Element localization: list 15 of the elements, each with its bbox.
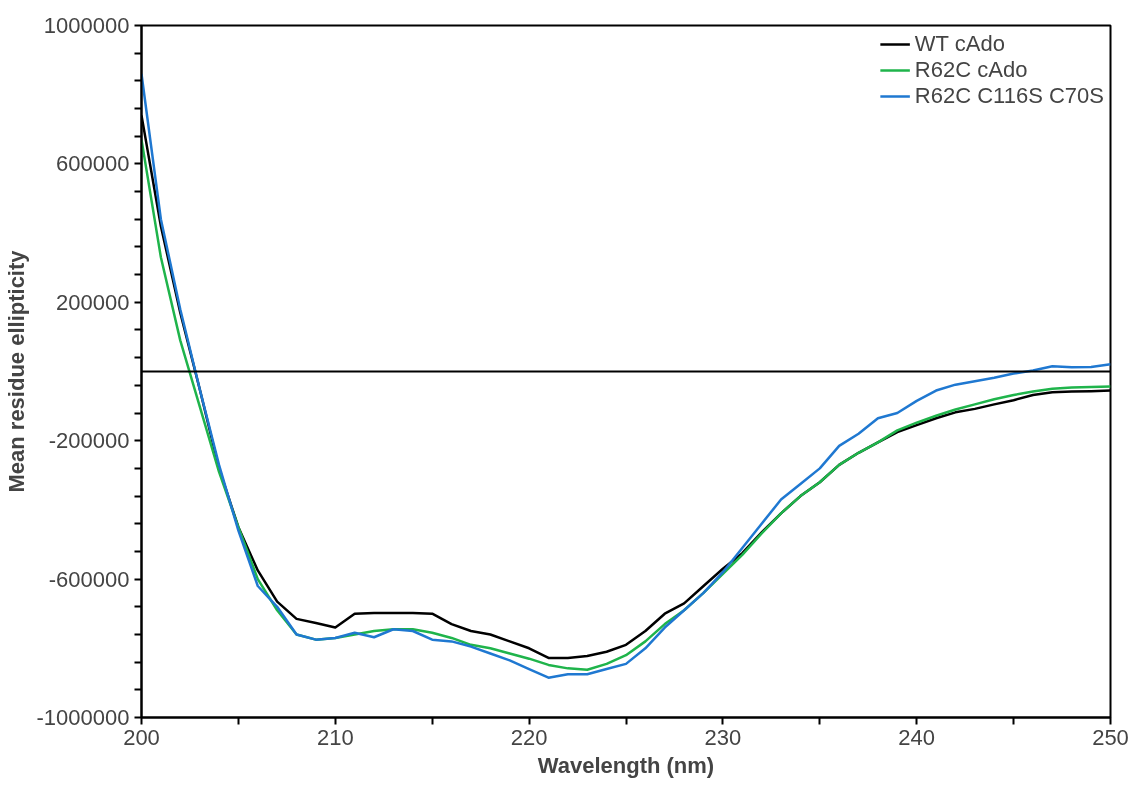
x-tick-label: 250 <box>1092 724 1129 750</box>
x-tick-label: 230 <box>704 724 742 750</box>
y-axis-title: Mean residue ellipticity <box>3 249 29 493</box>
legend-label: R62C cAdo <box>914 57 1028 83</box>
y-tick-label: 200000 <box>56 289 130 315</box>
y-tick-label: -200000 <box>48 428 130 454</box>
x-axis-title: Wavelength (nm) <box>537 752 715 778</box>
y-tick-label: 600000 <box>56 151 130 177</box>
x-tick-label: 220 <box>510 724 548 750</box>
y-tick-label: 1000000 <box>43 13 130 38</box>
legend-label: R62C C116S C70S <box>914 83 1104 109</box>
x-tick-label: 240 <box>898 724 936 750</box>
y-tick-label: -600000 <box>48 566 130 592</box>
x-tick-label: 210 <box>316 724 354 750</box>
legend-label: WT cAdo <box>914 31 1005 57</box>
